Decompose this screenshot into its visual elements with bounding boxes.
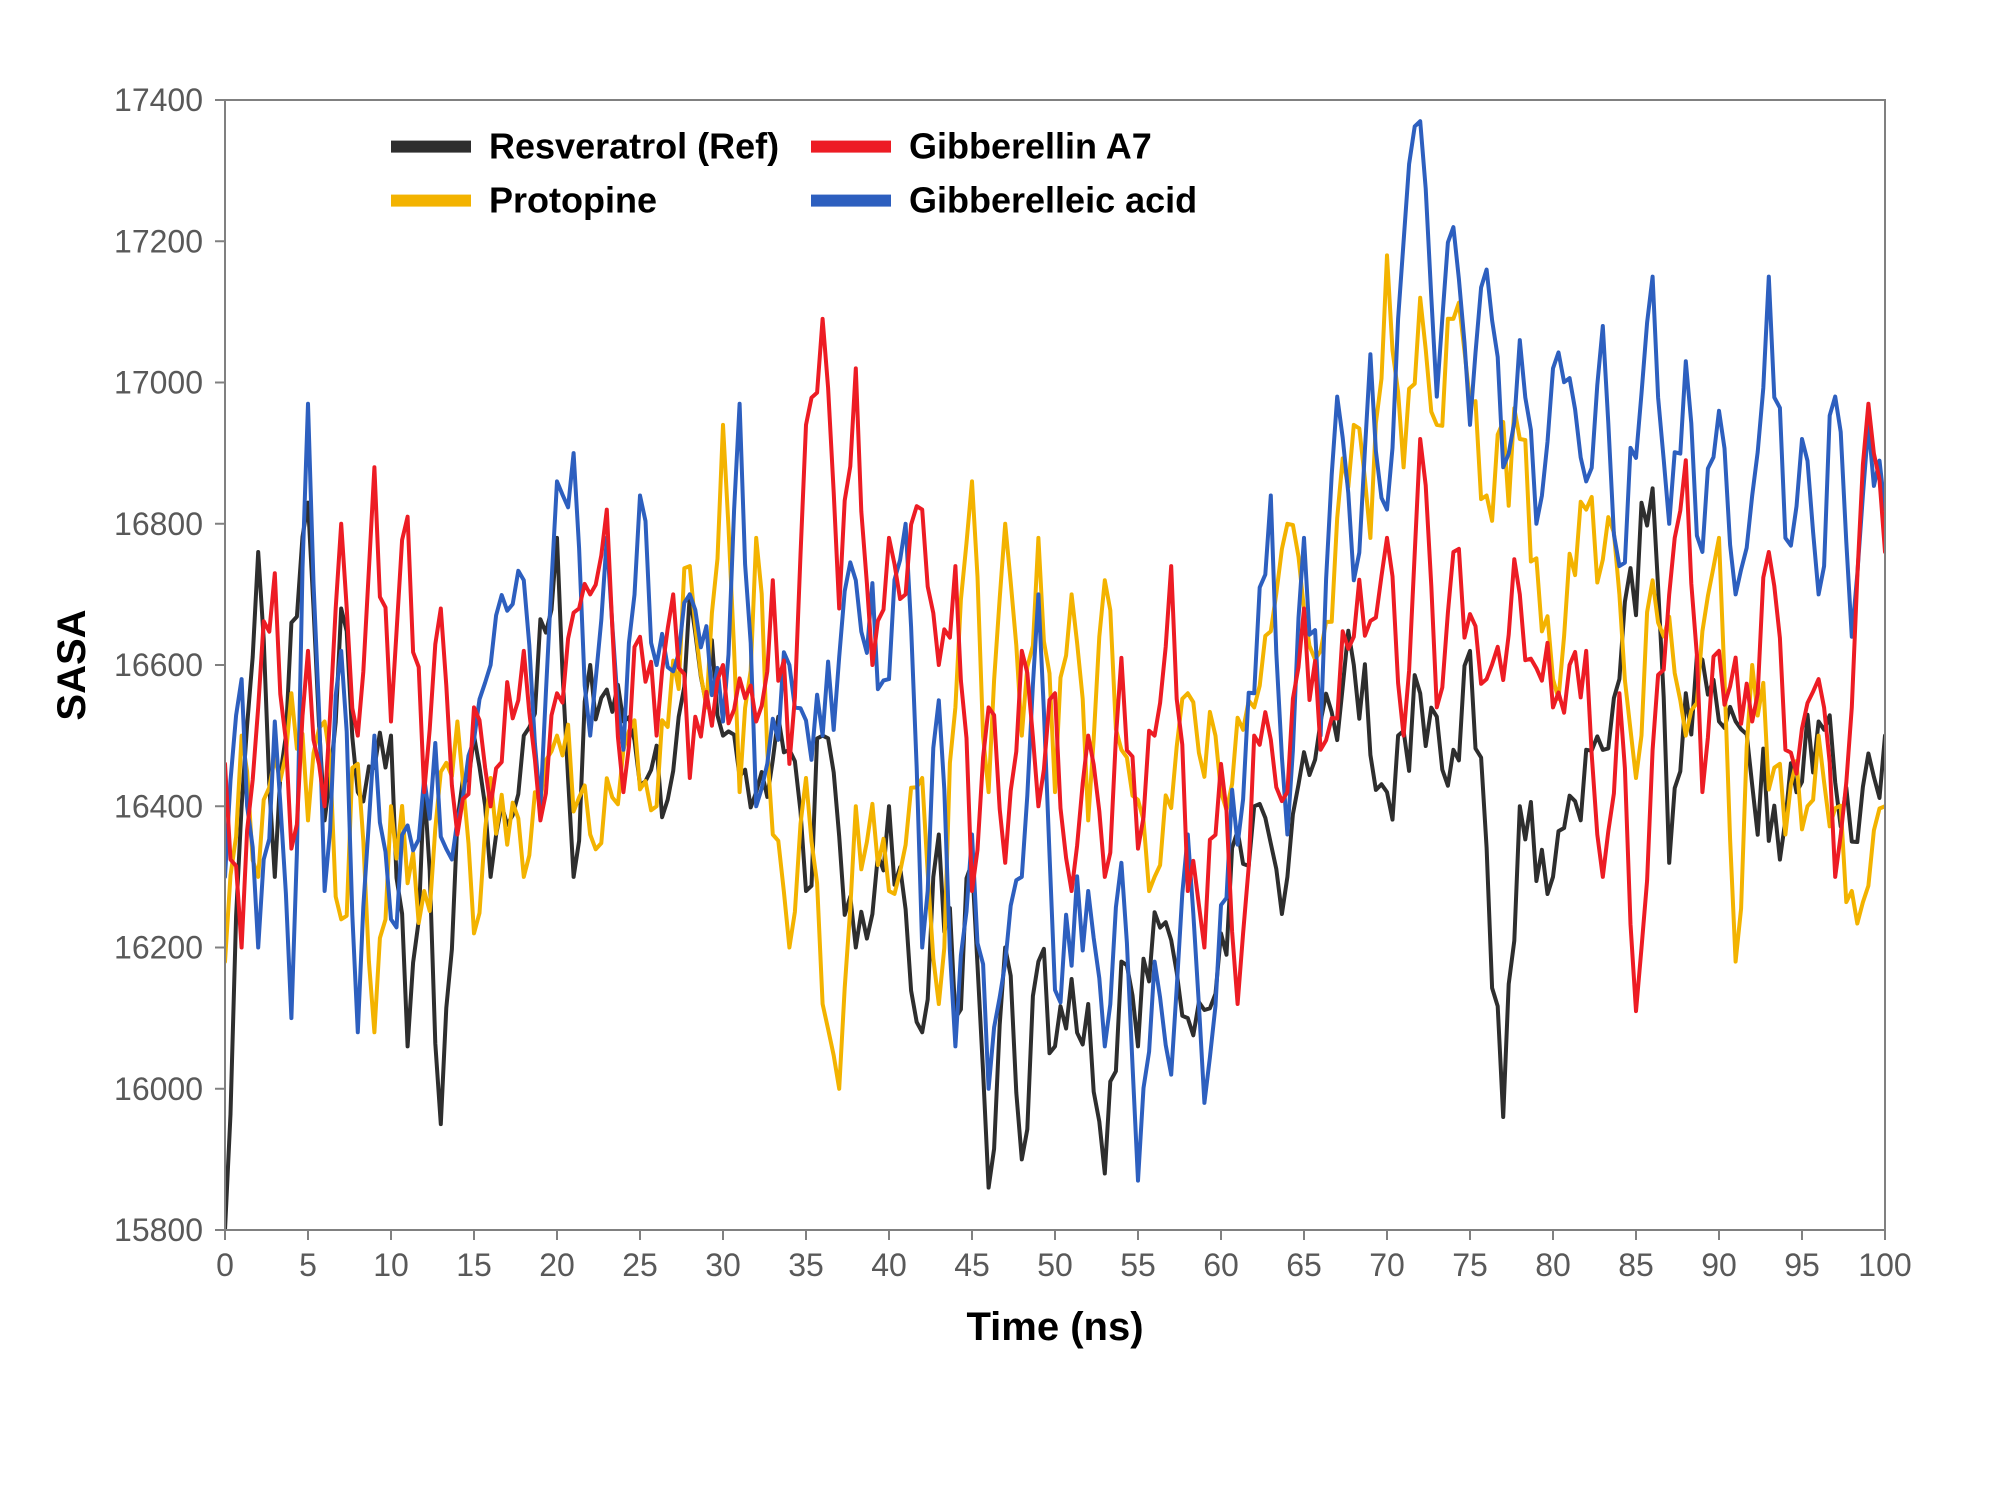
legend-label-gibberellin_a7: Gibberellin A7 — [909, 126, 1152, 167]
y-axis-label: SASA — [50, 609, 94, 720]
x-tick-label: 35 — [788, 1247, 824, 1283]
y-tick-label: 15800 — [114, 1212, 203, 1248]
y-tick-label: 17200 — [114, 223, 203, 259]
x-tick-label: 5 — [299, 1247, 317, 1283]
x-tick-label: 90 — [1701, 1247, 1737, 1283]
x-tick-label: 80 — [1535, 1247, 1571, 1283]
x-tick-label: 65 — [1286, 1247, 1322, 1283]
y-tick-label: 17000 — [114, 365, 203, 401]
x-tick-label: 30 — [705, 1247, 741, 1283]
x-axis-label: Time (ns) — [966, 1305, 1143, 1349]
x-tick-label: 50 — [1037, 1247, 1073, 1283]
x-tick-label: 100 — [1858, 1247, 1911, 1283]
x-tick-label: 95 — [1784, 1247, 1820, 1283]
y-tick-label: 16600 — [114, 647, 203, 683]
legend-label-resveratrol: Resveratrol (Ref) — [489, 126, 779, 167]
x-tick-label: 25 — [622, 1247, 658, 1283]
x-tick-label: 70 — [1369, 1247, 1405, 1283]
x-tick-label: 75 — [1452, 1247, 1488, 1283]
legend-label-gibberelleic_acid: Gibberelleic acid — [909, 180, 1197, 221]
x-tick-label: 55 — [1120, 1247, 1156, 1283]
y-tick-label: 16800 — [114, 506, 203, 542]
y-tick-label: 16000 — [114, 1071, 203, 1107]
legend-swatch-gibberelleic_acid — [811, 195, 891, 207]
x-tick-label: 10 — [373, 1247, 409, 1283]
sasa-line-chart: 1580016000162001640016600168001700017200… — [0, 0, 2000, 1500]
legend-swatch-gibberellin_a7 — [811, 141, 891, 153]
x-tick-label: 85 — [1618, 1247, 1654, 1283]
legend-label-protopine: Protopine — [489, 180, 657, 221]
chart-container: 1580016000162001640016600168001700017200… — [0, 0, 2000, 1500]
x-tick-label: 0 — [216, 1247, 234, 1283]
x-tick-label: 60 — [1203, 1247, 1239, 1283]
x-tick-label: 45 — [954, 1247, 990, 1283]
x-tick-label: 40 — [871, 1247, 907, 1283]
legend-swatch-resveratrol — [391, 141, 471, 153]
y-tick-label: 16200 — [114, 930, 203, 966]
y-tick-label: 16400 — [114, 788, 203, 824]
x-tick-label: 15 — [456, 1247, 492, 1283]
legend-swatch-protopine — [391, 195, 471, 207]
y-tick-label: 17400 — [114, 82, 203, 118]
x-tick-label: 20 — [539, 1247, 575, 1283]
